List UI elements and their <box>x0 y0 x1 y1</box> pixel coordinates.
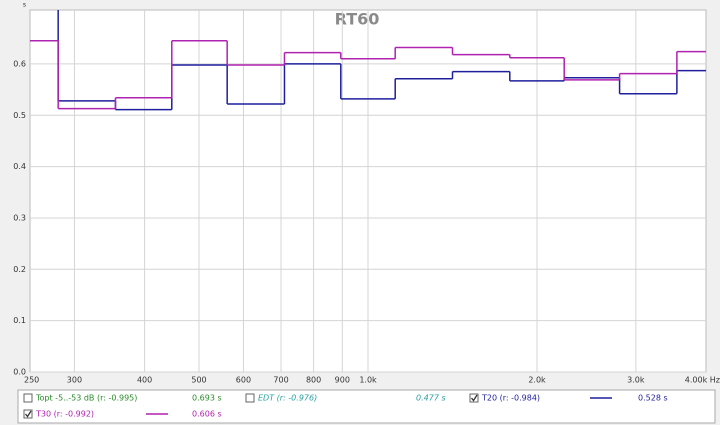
legend-label: T20 (r: -0.984) <box>481 394 540 403</box>
x-tick-label: 3.0k <box>627 376 645 385</box>
legend-box <box>17 389 716 424</box>
check-mark <box>470 394 478 402</box>
x-tick-label: 500 <box>191 376 206 385</box>
legend-readout: 0.693 s <box>192 394 222 403</box>
y-axis-label: s <box>23 2 26 9</box>
x-tick-label: 600 <box>236 376 251 385</box>
legend-label: T30 (r: -0.992) <box>35 410 94 419</box>
y-tick-label: 0.6 <box>13 59 26 68</box>
y-tick-label: 0.2 <box>13 265 26 274</box>
legend-readout: 0.606 s <box>192 410 222 419</box>
checkbox[interactable] <box>23 393 33 403</box>
y-tick-label: 0.4 <box>13 162 26 171</box>
x-tick-label: 4.00k Hz <box>685 376 720 385</box>
legend-label: EDT (r: -0.976) <box>258 394 317 403</box>
legend-label: Topt -5..-53 dB (r: -0.995) <box>35 394 137 403</box>
y-tick-label: 0.1 <box>13 316 26 325</box>
x-tick-label: 900 <box>335 376 350 385</box>
checkbox[interactable] <box>469 393 479 403</box>
y-tick-label: 0.5 <box>13 111 26 120</box>
x-tick-label: 700 <box>273 376 288 385</box>
checkbox[interactable] <box>23 409 33 419</box>
x-tick-label: 1.0k <box>359 376 377 385</box>
legend-readout: 0.528 s <box>638 394 668 403</box>
y-tick-label: 0.3 <box>13 213 26 222</box>
x-tick-label: 400 <box>137 376 152 385</box>
x-tick-label: 800 <box>306 376 321 385</box>
check-mark <box>24 410 32 418</box>
checkbox[interactable] <box>245 393 255 403</box>
x-tick-label: 250 <box>24 376 39 385</box>
y-tick-label: 0.0 <box>13 368 26 377</box>
legend-readout: 0.477 s <box>416 394 446 403</box>
x-tick-label: 2.0k <box>528 376 546 385</box>
x-tick-label: 300 <box>67 376 82 385</box>
chart-title: RT60 <box>335 10 380 29</box>
